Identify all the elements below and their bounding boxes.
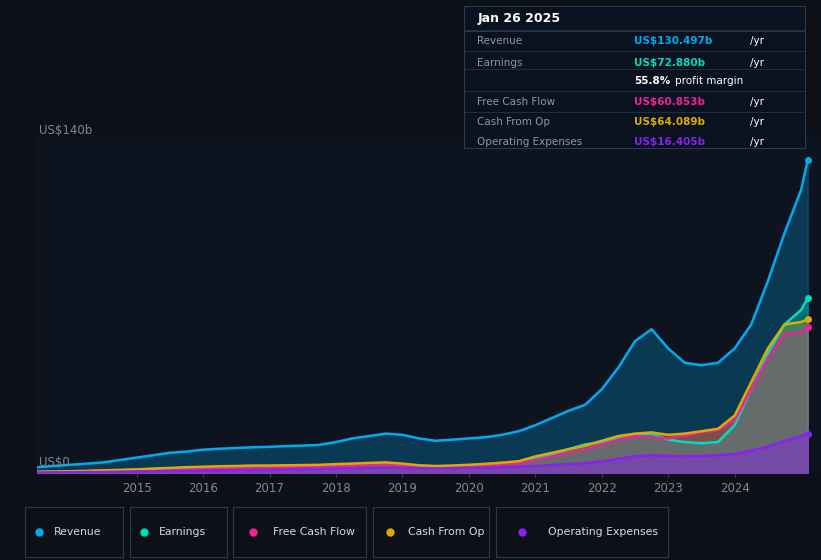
Text: Operating Expenses: Operating Expenses xyxy=(548,527,658,537)
Text: US$0: US$0 xyxy=(39,456,70,469)
Text: /yr: /yr xyxy=(750,36,764,46)
Text: US$130.497b: US$130.497b xyxy=(635,36,713,46)
Text: /yr: /yr xyxy=(750,137,764,147)
Text: Cash From Op: Cash From Op xyxy=(478,117,551,127)
Text: Free Cash Flow: Free Cash Flow xyxy=(478,97,556,107)
Text: profit margin: profit margin xyxy=(675,76,743,86)
Text: Free Cash Flow: Free Cash Flow xyxy=(273,527,355,537)
Text: US$72.880b: US$72.880b xyxy=(635,58,705,68)
Text: Cash From Op: Cash From Op xyxy=(408,527,484,537)
Text: /yr: /yr xyxy=(750,58,764,68)
Text: Jan 26 2025: Jan 26 2025 xyxy=(478,12,561,25)
Text: /yr: /yr xyxy=(750,97,764,107)
Text: US$16.405b: US$16.405b xyxy=(635,137,705,147)
Text: US$64.089b: US$64.089b xyxy=(635,117,705,127)
Text: US$140b: US$140b xyxy=(39,124,93,137)
Text: US$60.853b: US$60.853b xyxy=(635,97,705,107)
Text: Revenue: Revenue xyxy=(54,527,102,537)
Text: Revenue: Revenue xyxy=(478,36,523,46)
Text: Earnings: Earnings xyxy=(478,58,523,68)
Text: 55.8%: 55.8% xyxy=(635,76,671,86)
Text: Operating Expenses: Operating Expenses xyxy=(478,137,583,147)
Text: /yr: /yr xyxy=(750,117,764,127)
Text: Earnings: Earnings xyxy=(158,527,206,537)
